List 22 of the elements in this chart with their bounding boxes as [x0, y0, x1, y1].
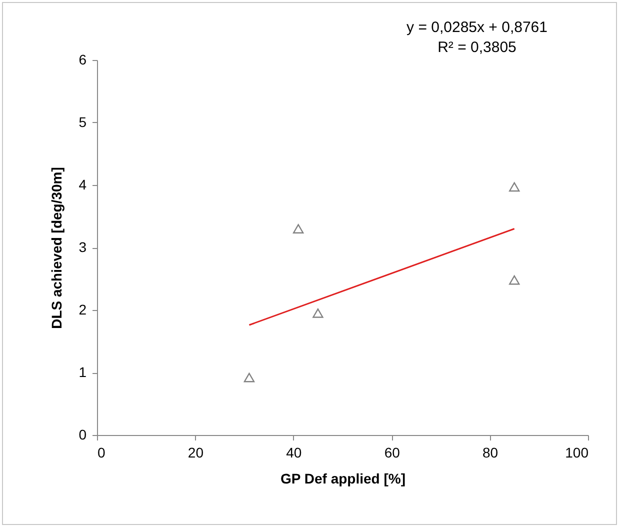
x-tick-label: 40: [286, 444, 302, 460]
point: [312, 308, 324, 318]
y-axis-title: DLS achieved [deg/30m]: [48, 167, 65, 329]
y-tick-label: 3: [78, 239, 87, 255]
x-tick-label: 0: [98, 444, 106, 460]
y-tick-label: 5: [78, 114, 87, 130]
x-tick-label: 100: [565, 444, 589, 460]
x-tick-label: 60: [384, 444, 400, 460]
y-tick-label: 2: [78, 302, 87, 318]
point: [292, 224, 304, 234]
y-tick-label: 6: [78, 52, 87, 68]
x-tick-label: 20: [188, 444, 204, 460]
text: y = 0,0285x + 0,8761: [406, 19, 548, 36]
point: [509, 182, 520, 192]
point: [509, 275, 520, 285]
y-tick-label: 4: [78, 176, 87, 192]
y-tick-label: 0: [78, 426, 87, 442]
point: [244, 372, 255, 382]
y-tick-label: 1: [78, 364, 87, 380]
x-axis-title: GP Def applied [%]: [280, 470, 406, 486]
text: R² = 0,3805: [438, 39, 516, 56]
x-tick-label: 80: [482, 444, 498, 460]
